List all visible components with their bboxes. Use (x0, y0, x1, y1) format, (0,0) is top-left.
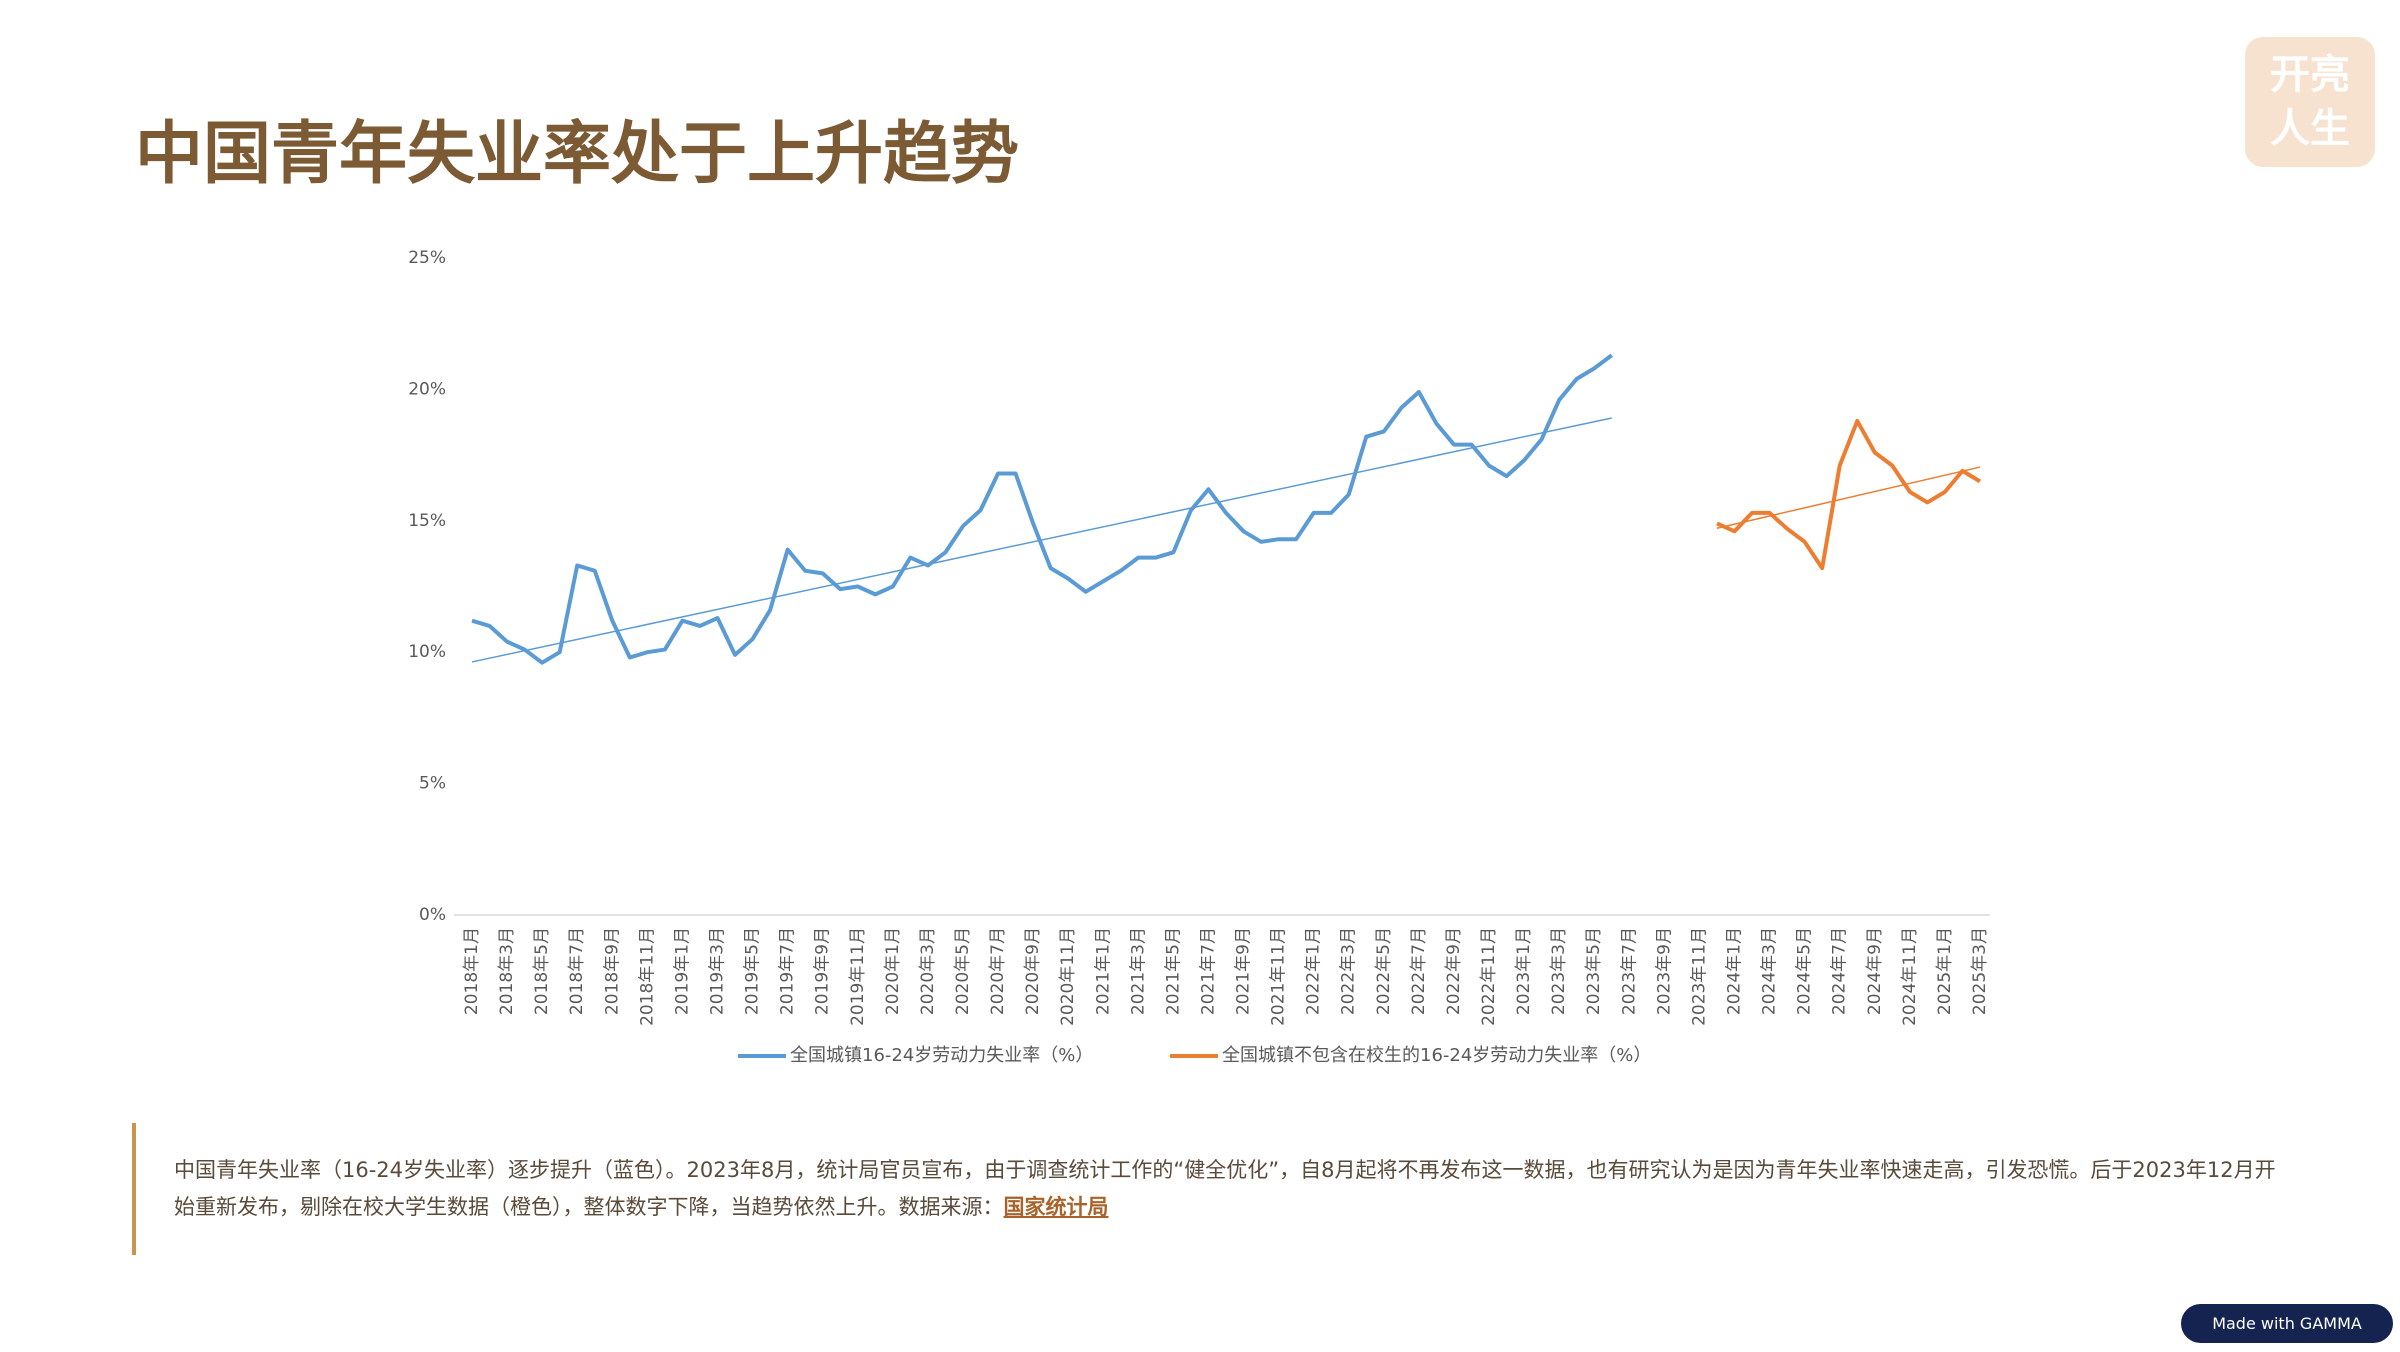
x-tick-label: 2020年11月 (1058, 927, 1078, 1026)
y-tick-label: 5% (419, 774, 446, 794)
x-tick-label: 2025年1月 (1935, 927, 1955, 1015)
x-tick-label: 2021年1月 (1093, 927, 1113, 1015)
x-tick-label: 2020年5月 (953, 927, 973, 1015)
x-tick-label: 2020年3月 (918, 927, 938, 1015)
trendline (1716, 466, 1981, 529)
note-text: 中国青年失业率（16-24岁失业率）逐步提升（蓝色）。2023年8月，统计局官员… (174, 1152, 2294, 1226)
x-tick-label: 2021年3月 (1128, 927, 1148, 1015)
x-tick-label: 2018年7月 (567, 927, 587, 1015)
x-tick-label: 2022年1月 (1304, 927, 1324, 1015)
gamma-badge[interactable]: Made with GAMMA (2181, 1304, 2393, 1343)
x-tick-label: 2025年3月 (1970, 927, 1990, 1015)
trendline (471, 417, 1612, 663)
slide-title: 中国青年失业率处于上升趋势 (135, 115, 1020, 194)
x-tick-label: 2023年7月 (1619, 927, 1639, 1015)
x-tick-label: 2023年1月 (1514, 927, 1534, 1015)
x-tick-label: 2020年1月 (883, 927, 903, 1015)
logo-text: 开亮 (2270, 52, 2350, 98)
x-tick-label: 2023年5月 (1584, 927, 1604, 1015)
x-tick-label: 2020年7月 (988, 927, 1008, 1015)
source-link[interactable]: 国家统计局 (1003, 1195, 1109, 1219)
x-tick-label: 2019年1月 (672, 927, 692, 1015)
logo-text: 人生 (2270, 106, 2350, 152)
x-tick-label: 2021年11月 (1269, 927, 1289, 1026)
y-tick-label: 10% (408, 642, 446, 662)
note: 中国青年失业率（16-24岁失业率）逐步提升（蓝色）。2023年8月，统计局官员… (132, 1123, 2294, 1255)
x-tick-label: 2021年7月 (1198, 927, 1218, 1015)
x-tick-label: 2019年5月 (743, 927, 763, 1015)
x-tick-label: 2023年3月 (1549, 927, 1569, 1015)
x-tick-label: 2021年5月 (1163, 927, 1183, 1015)
x-tick-label: 2024年3月 (1760, 927, 1780, 1015)
x-tick-label: 2022年11月 (1479, 927, 1499, 1026)
legend-label: 全国城镇16-24岁劳动力失业率（%） (790, 1045, 1093, 1066)
y-tick-label: 20% (408, 379, 446, 399)
series-line (1716, 418, 1982, 571)
x-tick-label: 2018年9月 (602, 927, 622, 1015)
logo: 开亮 人生 (2245, 37, 2375, 167)
x-tick-label: 2024年1月 (1725, 927, 1745, 1015)
x-tick-label: 2022年3月 (1339, 927, 1359, 1015)
x-tick-label: 2024年11月 (1900, 927, 1920, 1026)
x-tick-label: 2018年11月 (637, 927, 657, 1026)
legend-label: 全国城镇不包含在校生的16-24岁劳动力失业率（%） (1222, 1045, 1651, 1066)
y-tick-label: 25% (408, 248, 446, 268)
x-tick-label: 2020年9月 (1023, 927, 1043, 1015)
x-tick-label: 2022年7月 (1409, 927, 1429, 1015)
x-tick-label: 2019年11月 (848, 927, 868, 1026)
x-tick-label: 2019年3月 (707, 927, 727, 1015)
x-tick-label: 2018年5月 (532, 927, 552, 1015)
x-tick-label: 2019年7月 (778, 927, 798, 1015)
y-tick-label: 15% (408, 511, 446, 531)
x-tick-label: 2024年7月 (1830, 927, 1850, 1015)
y-tick-label: 0% (419, 905, 446, 925)
x-tick-label: 2022年5月 (1374, 927, 1394, 1015)
chart: 0% 5% 10% 15% 20% 25% 2018年1月 2018年3月 2018年5月 201… (408, 248, 1990, 1066)
x-tick-label: 2019年9月 (813, 927, 833, 1015)
x-tick-label: 2023年11月 (1689, 927, 1709, 1026)
series-line (471, 353, 1613, 665)
x-tick-label: 2018年1月 (462, 927, 482, 1015)
x-tick-label: 2021年9月 (1234, 927, 1254, 1015)
x-tick-label: 2022年9月 (1444, 927, 1464, 1015)
x-tick-label: 2018年3月 (497, 927, 517, 1015)
x-tick-label: 2023年9月 (1654, 927, 1674, 1015)
note-body: 中国青年失业率（16-24岁失业率）逐步提升（蓝色）。2023年8月，统计局官员… (174, 1158, 2276, 1219)
x-tick-label: 2024年9月 (1865, 927, 1885, 1015)
x-tick-label: 2024年5月 (1795, 927, 1815, 1015)
